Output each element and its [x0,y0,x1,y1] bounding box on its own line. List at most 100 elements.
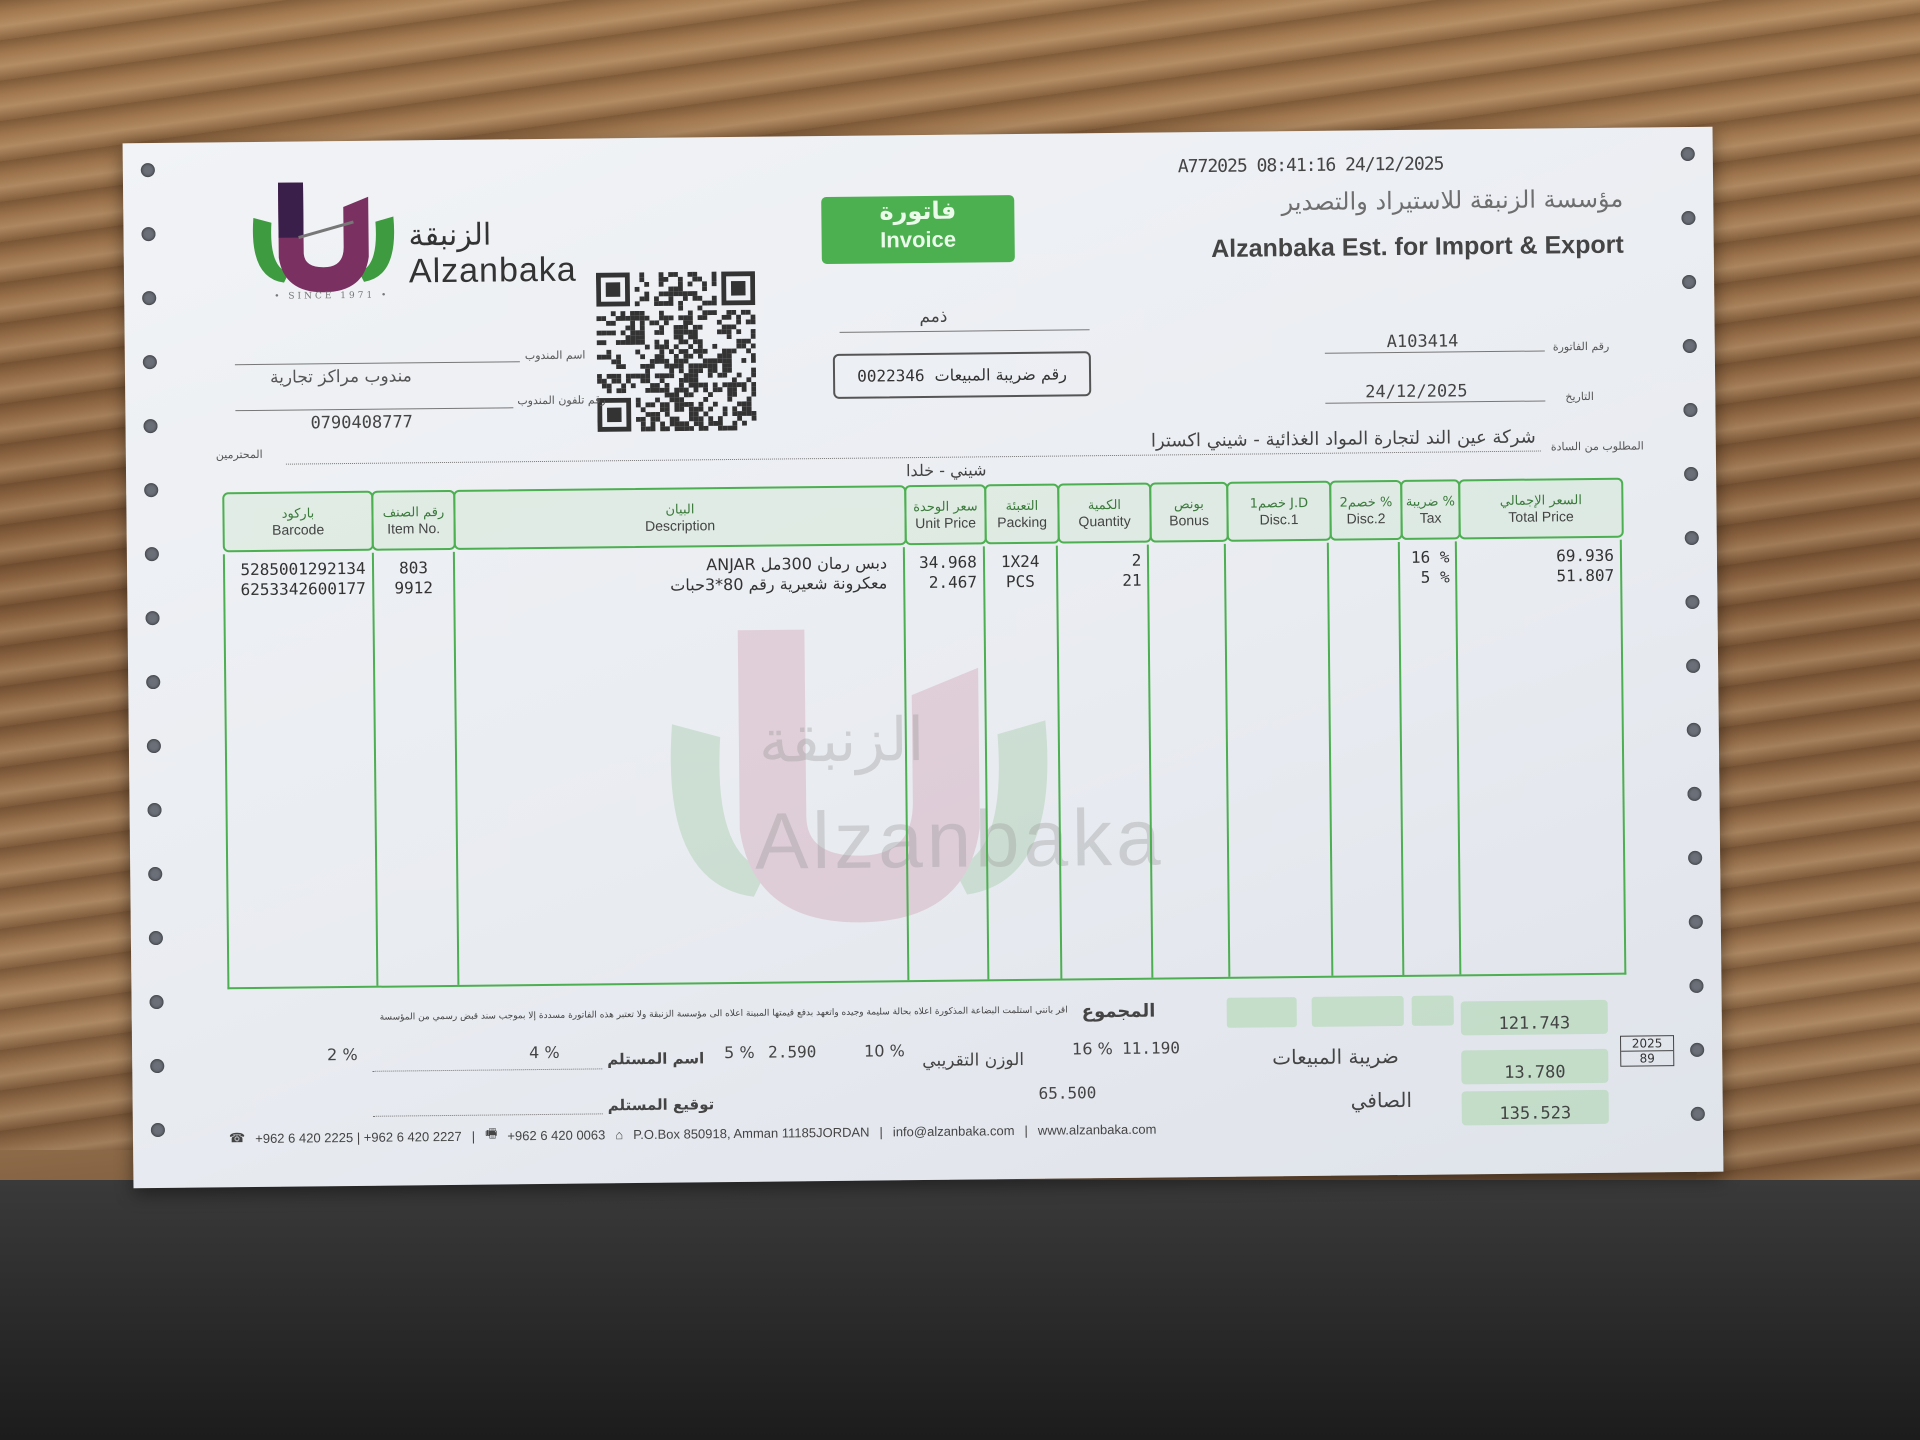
receiver-signature-label: توقيع المستلم [607,1095,715,1115]
approx-weight: 65.500 [1038,1083,1097,1103]
total-cell [1226,997,1297,1028]
cell-packing: PCS [1005,571,1035,592]
column-header-arabic: سعر الوحدة [913,498,978,515]
column-header-english: Description [645,516,716,534]
column-header-desc: البيان Description [453,485,907,550]
column-header-arabic: بونص [1173,496,1204,512]
phone-icon: ☎ [228,1130,246,1146]
feed-hole [150,1122,165,1138]
column-disc2 [1328,542,1404,976]
cell-bonus [1149,550,1224,571]
table-body: 5285001292134 6253342600177 803 9912 دبس رما… [222,539,1627,990]
invoice-title-arabic: فاتورة [879,196,957,226]
cell-disc1 [1226,549,1327,570]
cell-total: 69.936 [1556,545,1615,566]
alzanbaka-logo-icon [252,182,395,293]
feed-hole [148,930,163,946]
feed-holes [123,127,1713,1138]
company-name-arabic: مؤسسة الزنبقة للاستيراد والتصدير [1281,184,1624,217]
account-type-line [839,329,1090,333]
feed-hole [1686,658,1701,674]
page-number: 89 [1639,1051,1655,1066]
feed-hole [1683,402,1698,418]
cell-unit_price: 34.968 [918,552,977,573]
feed-hole [147,802,162,818]
column-header-english: Disc.2 [1346,509,1386,527]
feed-hole [150,1058,165,1074]
column-header-english: Tax [1419,509,1442,526]
receiver-name-line [372,1068,603,1072]
column-unit_price: 34.968 2.467 [904,546,990,981]
cell-qty: 21 [1122,570,1142,590]
salesperson-name-line [234,361,520,366]
column-header-arabic: الكمية [1087,497,1122,513]
feed-hole [141,227,156,242]
feed-hole [1690,1106,1705,1121]
column-desc: دبس رمان 300مل ANJAR معكرونة شعيرية رقم 8… [455,547,910,985]
invoice-date-label: التاريخ [1565,389,1594,404]
tax-rate-16: 16 % [1072,1039,1113,1059]
receiver-name-label: اسم المستلم [607,1049,705,1069]
column-header-barcode: باركود Barcode [222,490,374,553]
receipt-disclaimer: أقر بأنني استلمت البضاعة المذكورة أعلاه … [379,1005,1068,1023]
logo-since: • SINCE 1971 • [274,290,390,302]
cell-qty: 2 [1131,550,1142,570]
sales-tax-label: ضريبة المبيعات [1272,1044,1399,1070]
feed-hole [1685,594,1700,610]
sales-tax-number-value: 0022346 [857,365,925,386]
company-name-english: Alzanbaka Est. for Import & Export [1211,230,1624,263]
customer-suffix: المحترمين [215,447,263,462]
invoice-number: A103414 [1386,331,1459,353]
feed-hole [1686,722,1701,738]
salesperson-phone: 0790408777 [310,412,413,434]
weight-label: الوزن التقريبي [922,1049,1025,1072]
feed-hole [142,291,157,306]
qr-code [595,271,757,432]
column-item: 803 9912 [373,551,460,986]
column-tax: 16 % 5 % [1399,541,1462,975]
feed-hole [146,674,161,690]
contact-phones: +962 6 420 2225 | +962 6 420 2227 [255,1128,462,1146]
column-header-packing: التعبئة Packing [984,483,1060,545]
tax-rate-10: 10 % [864,1041,905,1061]
contact-email: info@alzanbaka.com [892,1122,1015,1139]
invoice-title-badge: فاتورة Invoice [821,195,1015,265]
cell-item: 9912 [394,578,434,598]
column-header-arabic: التعبئة [1005,498,1039,514]
subtotal-value: 121.743 [1460,999,1608,1036]
column-header-item: رقم الصنف Item No. [371,489,456,551]
column-header-english: Packing [997,513,1048,530]
column-header-unit_price: سعر الوحدة Unit Price [904,484,987,546]
tax-rate-4: 4 % [529,1042,560,1063]
floor [0,1180,1920,1440]
column-header-tax: ضريبة % Tax [1400,479,1461,540]
feed-hole [1684,466,1699,482]
feed-hole [1682,274,1697,290]
column-disc1 [1225,542,1334,977]
sales-tax-value: 13.780 [1461,1048,1609,1085]
fax-icon: 🖷 [484,1125,498,1141]
column-packing: 1X24 PCS [984,545,1062,980]
column-header-english: Total Price [1508,507,1574,525]
column-header-english: Disc.1 [1259,510,1299,527]
salesperson-name-label: اسم المندوب [524,348,586,363]
column-header-bonus: بونص Bonus [1149,481,1229,543]
feed-hole [1688,850,1703,865]
feed-hole [146,738,161,754]
cell-desc: معكرونة شعيرية رقم 80*3حبات [670,573,888,595]
page-number-box: 2025 89 [1619,1035,1675,1067]
cell-barcode: 6253342600177 [240,578,366,600]
divider: | [879,1123,883,1139]
cell-item: 803 [398,558,429,578]
column-header-arabic: خصم1 J.D [1249,495,1309,512]
cell-packing: 1X24 [1000,551,1040,572]
column-header-english: Quantity [1078,512,1131,529]
feed-hole [1681,210,1696,226]
tax-16-amount: 11.190 [1122,1038,1180,1058]
total-cell [1311,995,1404,1027]
feed-hole [142,355,157,370]
feed-hole [149,994,164,1010]
feed-hole [1682,338,1697,354]
cell-tax: 5 % [1420,567,1450,587]
column-header-qty: الكمية Quantity [1057,482,1152,544]
